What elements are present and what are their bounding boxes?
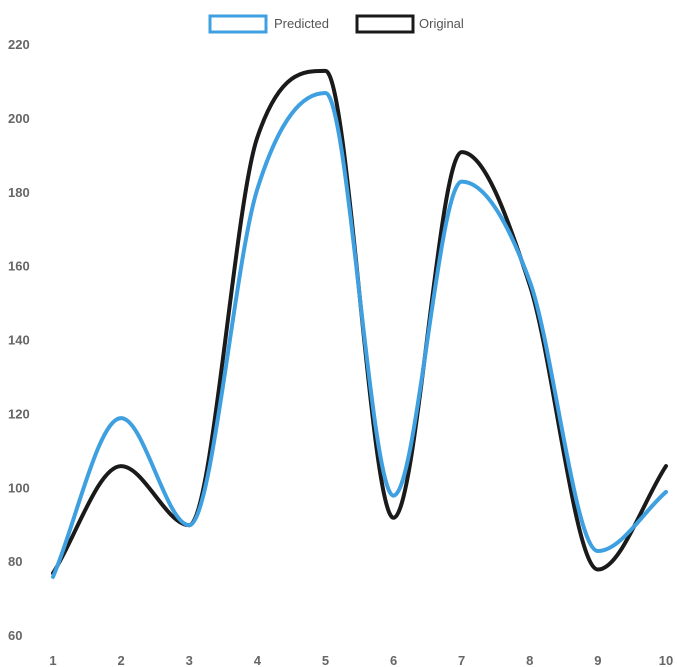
data-point-predicted bbox=[255, 187, 259, 191]
x-tick-label: 6 bbox=[390, 653, 397, 667]
y-tick-label: 200 bbox=[8, 111, 30, 126]
data-point-predicted bbox=[323, 91, 327, 95]
y-tick-label: 60 bbox=[8, 628, 22, 643]
data-point-predicted bbox=[392, 494, 396, 498]
x-axis: 1 2 3 4 5 6 7 8 9 10 bbox=[49, 653, 673, 667]
series-line-predicted bbox=[51, 91, 668, 579]
legend: Predicted Original bbox=[208, 14, 464, 34]
data-point-original bbox=[323, 69, 327, 73]
data-point-original bbox=[119, 464, 123, 468]
legend-swatch-predicted bbox=[208, 14, 268, 34]
legend-swatch-original bbox=[355, 14, 415, 34]
x-tick-label: 4 bbox=[254, 653, 262, 667]
data-point-predicted bbox=[528, 279, 532, 283]
x-tick-label: 8 bbox=[526, 653, 533, 667]
x-tick-label: 9 bbox=[594, 653, 601, 667]
y-tick-label: 160 bbox=[8, 259, 30, 274]
data-point-predicted bbox=[119, 416, 123, 420]
x-tick-label: 10 bbox=[659, 653, 673, 667]
data-point-original bbox=[596, 568, 600, 572]
y-tick-label: 220 bbox=[8, 37, 30, 52]
plot-area bbox=[51, 68, 668, 579]
data-point-predicted bbox=[187, 523, 191, 527]
y-tick-label: 140 bbox=[8, 333, 30, 348]
y-tick-label: 180 bbox=[8, 185, 30, 200]
x-tick-label: 7 bbox=[458, 653, 465, 667]
data-point-original bbox=[664, 464, 668, 468]
x-tick-label: 5 bbox=[322, 653, 329, 667]
data-point-predicted bbox=[51, 575, 55, 579]
data-point-original bbox=[392, 516, 396, 520]
x-tick-label: 2 bbox=[117, 653, 124, 667]
y-tick-label: 120 bbox=[8, 406, 30, 421]
y-axis: 60 80 100 120 140 160 180 200 220 bbox=[8, 37, 30, 643]
legend-label-predicted: Predicted bbox=[274, 16, 329, 31]
data-point-predicted bbox=[664, 490, 668, 494]
x-tick-label: 3 bbox=[186, 653, 193, 667]
data-point-original bbox=[460, 150, 464, 154]
data-point-predicted bbox=[460, 180, 464, 184]
y-tick-label: 80 bbox=[8, 554, 22, 569]
data-point-original bbox=[255, 135, 259, 139]
legend-label-original: Original bbox=[419, 16, 464, 31]
data-point-predicted bbox=[596, 549, 600, 553]
x-tick-label: 1 bbox=[49, 653, 56, 667]
y-tick-label: 100 bbox=[8, 480, 30, 495]
